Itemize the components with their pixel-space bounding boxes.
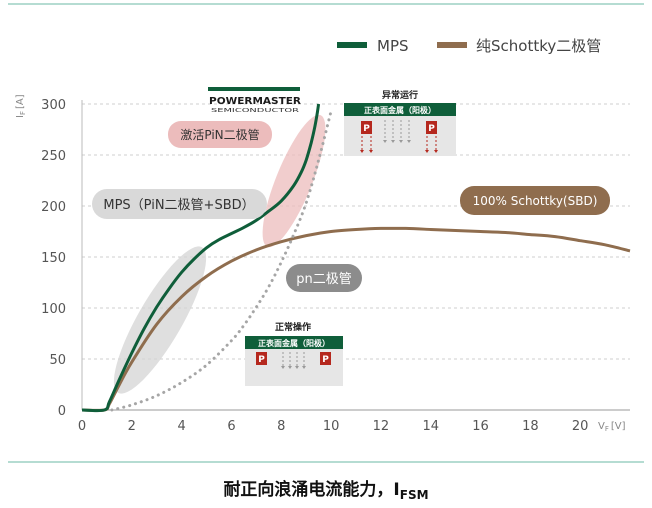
callout-activate-pin: 激活PiN二极管 <box>180 127 259 142</box>
y-tick-labels: 0 50 100 150 200 250 300 <box>41 98 66 419</box>
inset-abnormal-title: 异常运行 <box>382 89 418 101</box>
inset-normal-operation: 正常操作 正表面金属（阳极） P P <box>245 321 343 386</box>
brand-logo-text: POWERMASTER <box>209 96 301 107</box>
inset-abnormal-p-right <box>426 121 437 134</box>
y-tick-label: 150 <box>41 251 66 266</box>
callout-mps-bg <box>92 189 267 219</box>
inset-abnormal-p-right-label: P <box>428 124 435 134</box>
x-tick-label: 20 <box>572 419 589 434</box>
y-tick-label: 0 <box>58 404 66 419</box>
x-axis-label-sub: F <box>605 425 609 433</box>
callout-mps: MPS（PiN二极管+SBD） <box>103 198 254 213</box>
inset-abnormal-arrowheads <box>360 140 438 153</box>
inset-normal-metal-bar <box>245 336 343 349</box>
legend-swatch-schottky <box>437 42 467 48</box>
x-tick-label: 8 <box>277 419 285 434</box>
legend-label-mps: MPS <box>377 37 409 55</box>
series-line-mps <box>81 103 321 413</box>
y-axis-label: IF [A] <box>15 94 27 118</box>
x-axis-label-symbol: V <box>598 421 605 432</box>
callout-activate-pin-bg <box>168 121 272 148</box>
x-tick-label: 16 <box>472 419 489 434</box>
x-tick-label: 0 <box>78 419 86 434</box>
x-axis-label-unit: [V] <box>611 421 626 432</box>
inset-normal-metal-label: 正表面金属（阳极） <box>258 338 330 348</box>
x-tick-label: 2 <box>128 419 136 434</box>
brand-logo-bar <box>208 87 300 91</box>
x-axis-label: VF [V] <box>598 421 626 433</box>
brand-logo: POWERMASTER SEMICONDUCTOR <box>208 87 301 114</box>
inset-normal-title: 正常操作 <box>275 321 311 333</box>
y-tick-label: 100 <box>41 302 66 317</box>
y-tick-label: 200 <box>41 200 66 215</box>
inset-abnormal-p-left <box>361 121 372 134</box>
inset-normal-p-left <box>256 352 267 365</box>
figure-caption-main: 耐正向浪涌电流能力，I <box>223 479 399 500</box>
inset-normal-p-left-label: P <box>258 355 265 365</box>
brand-logo-subtext: SEMICONDUCTOR <box>211 108 300 114</box>
y-axis-label-unit: [A] <box>15 94 26 109</box>
inset-normal-p-right <box>320 352 331 365</box>
callout-schottky: 100% Schottky(SBD) <box>473 194 598 208</box>
x-tick-label: 6 <box>227 419 235 434</box>
x-tick-label: 14 <box>422 419 439 434</box>
y-tick-label: 300 <box>41 98 66 113</box>
y-tick-label: 250 <box>41 149 66 164</box>
inset-normal-p-right-label: P <box>322 355 329 365</box>
inset-abnormal-metal-label: 正表面金属（阳极） <box>364 105 436 115</box>
callout-schottky-bg <box>460 186 610 215</box>
legend-swatch-mps <box>337 42 367 48</box>
callout-pn: pn二极管 <box>296 272 352 287</box>
legend: MPS 纯Schottky二极管 <box>337 37 601 55</box>
callout-pn-bg <box>286 264 362 292</box>
figure-caption-sub: FSM <box>400 488 429 502</box>
series-line-pn <box>110 109 333 412</box>
inset-abnormal-p-left-label: P <box>363 124 370 134</box>
x-tick-labels: 0 2 4 6 8 10 12 14 16 18 20 <box>78 419 589 434</box>
inset-abnormal-current-arrows <box>361 120 437 150</box>
y-axis-label-sub: F <box>19 111 27 115</box>
x-tick-label: 10 <box>323 419 340 434</box>
series-line-schottky <box>81 226 631 412</box>
series-layer <box>81 103 631 413</box>
x-tick-label: 4 <box>177 419 185 434</box>
legend-label-schottky: 纯Schottky二极管 <box>476 37 601 55</box>
inset-abnormal-metal-bar <box>344 103 456 116</box>
x-tick-label: 12 <box>373 419 390 434</box>
y-tick-label: 50 <box>49 353 66 368</box>
y-axis-label-symbol: I <box>15 115 26 118</box>
inset-abnormal-operation: 异常运行 正表面金属（阳极） P P <box>344 89 456 156</box>
inset-normal-arrowheads <box>281 366 306 369</box>
x-tick-label: 18 <box>522 419 539 434</box>
figure-caption: 耐正向浪涌电流能力，IFSM <box>223 479 428 502</box>
